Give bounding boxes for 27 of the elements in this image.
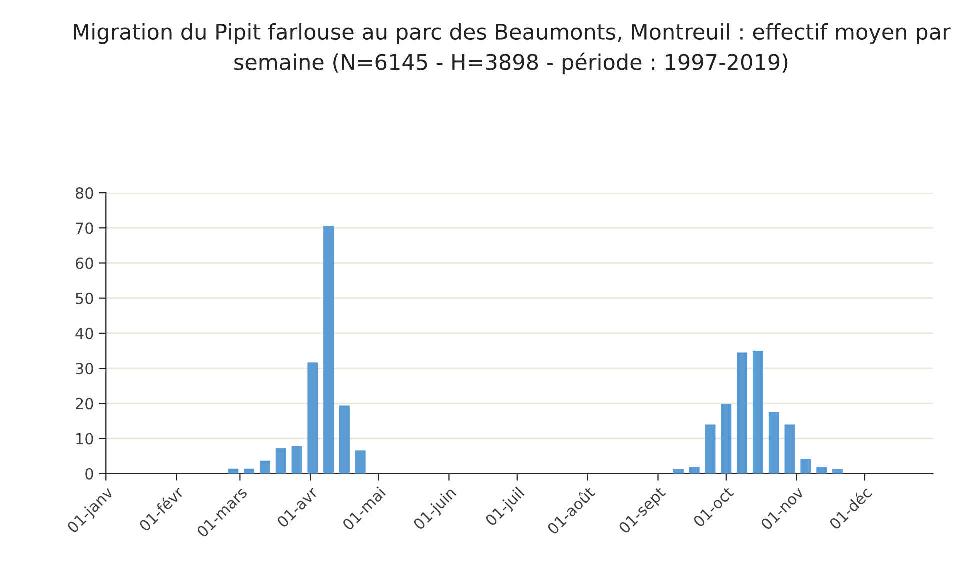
y-tick-label: 60: [76, 258, 94, 270]
y-tick-label: 50: [76, 292, 94, 304]
bar: [260, 460, 270, 474]
bar: [355, 450, 366, 474]
bar: [308, 362, 318, 474]
bar: [784, 424, 796, 474]
bar: [276, 448, 286, 474]
y-tick-label: 10: [76, 433, 94, 445]
bar: [768, 412, 780, 474]
bar: [339, 406, 350, 474]
bar: [705, 424, 716, 474]
bar: [752, 351, 764, 474]
bar: [292, 446, 302, 474]
bar: [244, 468, 255, 474]
bar: [324, 226, 334, 474]
bar: [689, 467, 700, 474]
bar: [816, 467, 828, 474]
bar: [737, 352, 748, 474]
y-tick-label: 0: [86, 468, 94, 480]
bar: [721, 404, 732, 474]
bar: [800, 459, 812, 474]
y-tick-label: 30: [76, 363, 94, 375]
y-tick-label: 70: [76, 222, 94, 234]
y-tick-label: 80: [76, 188, 94, 200]
y-tick-label: 20: [76, 398, 94, 410]
y-tick-label: 40: [76, 328, 94, 340]
chart-title: Migration du Pipit farlouse au parc des Beaumonts, Montreuil : effectif moyen par semaine (N=6145 - H=3898 - période : 1997-2019): [74, 23, 951, 75]
